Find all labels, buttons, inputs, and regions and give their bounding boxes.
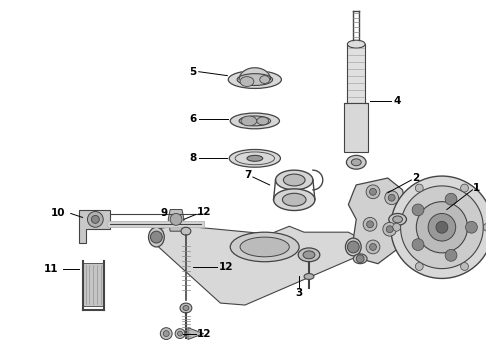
- Text: 12: 12: [197, 207, 211, 217]
- Circle shape: [391, 176, 490, 278]
- Circle shape: [88, 212, 103, 227]
- Ellipse shape: [347, 40, 365, 48]
- Circle shape: [369, 188, 376, 195]
- Ellipse shape: [345, 238, 361, 256]
- Circle shape: [383, 222, 396, 236]
- Circle shape: [428, 213, 456, 241]
- Circle shape: [483, 223, 490, 231]
- Ellipse shape: [230, 232, 299, 262]
- Circle shape: [461, 184, 468, 192]
- Text: 4: 4: [394, 96, 401, 106]
- FancyBboxPatch shape: [347, 44, 365, 103]
- Ellipse shape: [282, 193, 306, 206]
- Ellipse shape: [230, 113, 279, 129]
- Circle shape: [385, 191, 398, 204]
- Circle shape: [170, 213, 182, 225]
- Ellipse shape: [298, 248, 320, 262]
- FancyBboxPatch shape: [82, 263, 104, 306]
- Circle shape: [356, 255, 364, 263]
- Ellipse shape: [257, 117, 269, 125]
- Circle shape: [347, 241, 359, 253]
- Polygon shape: [78, 210, 110, 243]
- Circle shape: [366, 185, 380, 199]
- Ellipse shape: [148, 227, 164, 247]
- Circle shape: [175, 329, 185, 338]
- Circle shape: [363, 217, 377, 231]
- Circle shape: [150, 231, 162, 243]
- Ellipse shape: [180, 303, 192, 313]
- Polygon shape: [156, 225, 361, 305]
- Circle shape: [416, 184, 423, 192]
- Circle shape: [392, 223, 400, 231]
- Ellipse shape: [241, 116, 257, 126]
- Ellipse shape: [240, 237, 289, 257]
- Circle shape: [436, 221, 448, 233]
- Circle shape: [416, 262, 423, 270]
- Ellipse shape: [228, 71, 281, 89]
- Circle shape: [366, 240, 380, 254]
- Polygon shape: [188, 328, 204, 339]
- Text: 10: 10: [50, 208, 65, 219]
- Circle shape: [461, 262, 468, 270]
- Circle shape: [445, 193, 457, 205]
- Circle shape: [445, 249, 457, 261]
- Ellipse shape: [346, 156, 366, 169]
- Circle shape: [369, 243, 376, 251]
- Text: 2: 2: [412, 173, 419, 183]
- Text: 9: 9: [161, 208, 168, 219]
- Ellipse shape: [353, 254, 367, 264]
- Text: 5: 5: [189, 67, 196, 77]
- Ellipse shape: [181, 227, 191, 235]
- Circle shape: [412, 239, 424, 251]
- Text: 12: 12: [197, 329, 211, 339]
- Text: 11: 11: [44, 264, 58, 274]
- Text: 12: 12: [219, 262, 233, 272]
- Circle shape: [386, 226, 393, 233]
- Circle shape: [160, 328, 172, 339]
- Ellipse shape: [392, 216, 402, 223]
- Circle shape: [163, 330, 169, 337]
- Ellipse shape: [247, 156, 263, 161]
- Ellipse shape: [183, 306, 189, 310]
- Ellipse shape: [303, 251, 315, 259]
- Circle shape: [412, 204, 424, 216]
- Ellipse shape: [275, 170, 313, 190]
- Ellipse shape: [229, 149, 280, 167]
- Text: 7: 7: [245, 170, 252, 180]
- Ellipse shape: [260, 76, 270, 84]
- Ellipse shape: [240, 77, 254, 86]
- Ellipse shape: [239, 116, 270, 126]
- Text: 1: 1: [473, 183, 480, 193]
- Circle shape: [92, 215, 99, 223]
- Circle shape: [367, 221, 373, 228]
- Circle shape: [400, 186, 483, 269]
- FancyBboxPatch shape: [344, 103, 368, 152]
- Circle shape: [388, 194, 395, 201]
- Circle shape: [466, 221, 477, 233]
- Text: 8: 8: [189, 153, 196, 163]
- Circle shape: [177, 331, 182, 336]
- Text: 3: 3: [295, 288, 303, 298]
- Text: 6: 6: [189, 114, 196, 124]
- Ellipse shape: [283, 174, 305, 186]
- Polygon shape: [168, 210, 184, 231]
- Polygon shape: [348, 178, 406, 264]
- Polygon shape: [239, 68, 270, 80]
- Ellipse shape: [389, 213, 407, 225]
- Ellipse shape: [304, 274, 314, 279]
- Ellipse shape: [237, 74, 272, 85]
- Circle shape: [416, 202, 467, 253]
- Ellipse shape: [351, 159, 361, 166]
- Ellipse shape: [273, 189, 315, 211]
